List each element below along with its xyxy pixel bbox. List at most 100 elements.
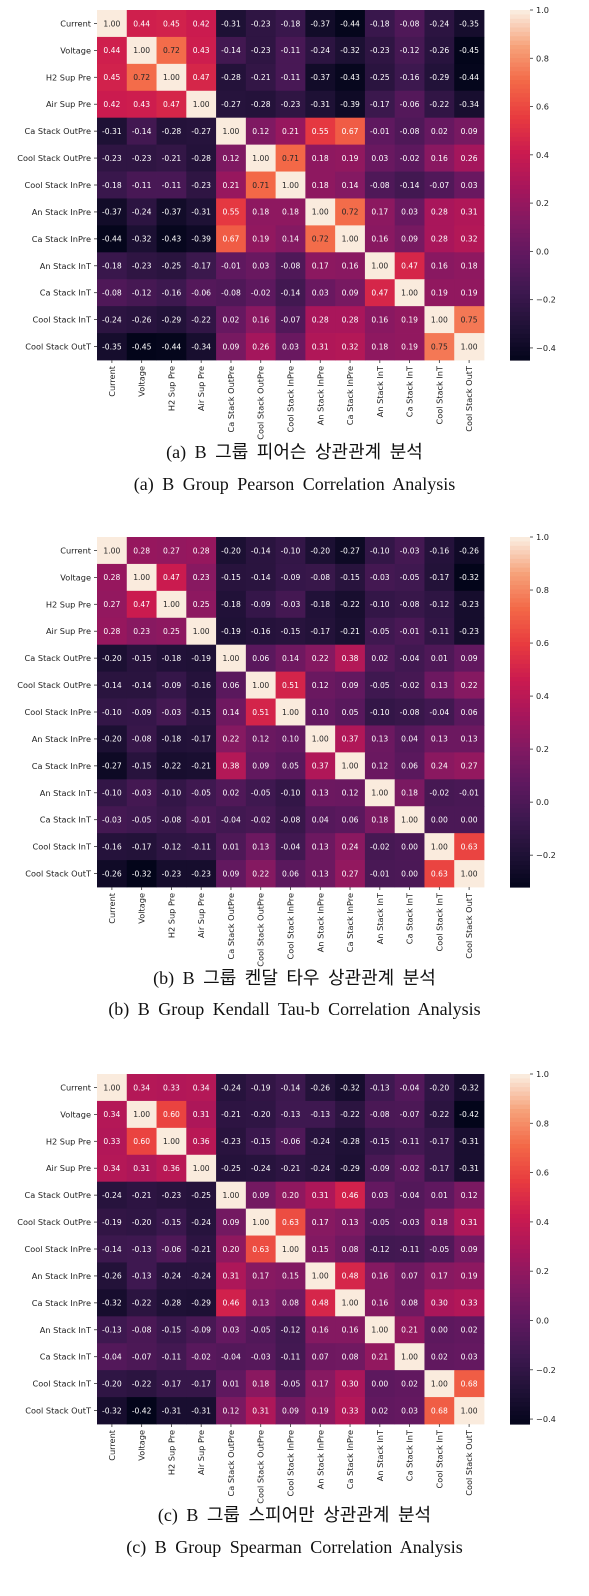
pearson-colorbar-segment [510,36,530,42]
pearson-cell-8-6 [275,225,306,253]
spearman-value-10-10: 1.00 [401,1352,418,1361]
spearman-value-12-9: 0.02 [371,1406,388,1415]
kendall-colorbar-tick-label: 0.0 [536,797,549,807]
kendall-colorbar-segment [510,567,530,573]
spearman-cell-4-4 [216,1181,247,1210]
pearson-value-12-1: -0.45 [132,342,152,351]
pearson-cell-1-8 [335,36,366,65]
kendall-cell-2-11 [424,590,455,619]
spearman-colorbar-segment [510,1240,530,1246]
spearman-value-6-7: 0.15 [312,1245,329,1254]
kendall-cell-7-11 [424,725,455,753]
pearson-cell-2-7 [305,63,336,92]
pearson-value-8-2: -0.43 [162,235,182,244]
spearman-value-4-1: -0.21 [132,1191,152,1200]
spearman-cell-12-12 [454,1397,485,1425]
kendall-cell-12-0 [97,860,128,888]
kendall-value-6-0: -0.10 [102,708,122,717]
kendall-cell-12-10 [394,860,425,888]
pearson-cell-9-8 [335,252,366,280]
pearson-colorbar-segment [510,355,530,361]
pearson-value-9-11: 0.16 [431,262,448,271]
pearson-value-8-10: 0.09 [401,235,418,244]
spearman-cell-0-6 [275,1074,306,1102]
pearson-value-10-3: -0.06 [191,288,211,297]
kendall-cell-5-0 [97,671,128,699]
spearman-cell-8-1 [126,1289,157,1317]
spearman-colorbar-segment [510,1209,530,1215]
pearson-value-10-12: 0.19 [461,288,478,297]
pearson-value-8-6: 0.14 [282,235,299,244]
spearman-value-5-5: 1.00 [252,1218,269,1227]
spearman-cell-7-3 [186,1262,217,1290]
spearman-cell-4-3 [186,1181,217,1210]
spearman-cell-5-8 [335,1208,366,1236]
spearman-cell-3-1 [126,1154,157,1183]
pearson-col-label-ca-stack-inpre: Ca Stack InPre [345,366,355,425]
spearman-cell-3-6 [275,1154,306,1183]
spearman-value-10-7: 0.07 [312,1352,329,1361]
kendall-cell-11-9 [364,833,396,861]
kendall-value-5-4: 0.06 [222,681,239,690]
spearman-colorbar-segment [510,1354,530,1359]
spearman-cell-0-10 [394,1074,425,1102]
kendall-value-3-12: -0.23 [459,627,479,636]
pearson-value-2-0: 0.45 [103,73,120,82]
pearson-colorbar-segment [510,189,530,195]
spearman-colorbar-segment [510,1275,530,1281]
pearson-value-1-6: -0.11 [281,46,301,55]
kendall-colorbar-segment [510,878,530,884]
spearman-colorbar-segment [510,1419,530,1425]
spearman-value-2-10: -0.11 [400,1137,420,1146]
pearson-value-9-6: -0.08 [281,262,301,271]
spearman-colorbar-segment [510,1270,530,1276]
pearson-cell-10-10 [394,279,425,307]
spearman-cell-3-0 [97,1154,128,1183]
pearson-value-9-8: 0.16 [342,262,359,271]
pearson-value-2-4: -0.28 [221,73,241,82]
spearman-cell-7-10 [394,1262,425,1290]
pearson-colorbar-segment [510,250,530,256]
kendall-value-3-4: -0.19 [221,627,241,636]
kendall-value-12-9: -0.01 [370,869,390,878]
spearman-cell-5-3 [186,1208,217,1236]
spearman-colorbar-segment [510,1227,530,1233]
kendall-cell-0-8 [335,537,366,565]
kendall-value-8-11: 0.24 [431,762,448,771]
kendall-value-11-8: 0.24 [342,842,359,851]
kendall-cell-4-0 [97,644,128,673]
kendall-colorbar-segment [510,572,530,577]
kendall-colorbar-segment [510,545,530,551]
spearman-value-0-8: -0.32 [340,1083,360,1092]
spearman-colorbar-segment [510,1301,530,1307]
spearman-value-7-5: 0.17 [252,1272,269,1281]
spearman-cell-12-8 [335,1397,366,1425]
spearman-value-0-7: -0.26 [310,1083,330,1092]
pearson-cell-3-0 [97,90,128,119]
pearson-value-4-10: -0.08 [400,127,420,136]
kendall-value-7-1: -0.08 [132,735,152,744]
pearson-value-12-0: -0.35 [102,342,122,351]
kendall-cell-3-2 [156,617,187,646]
spearman-colorbar-segment [510,1336,530,1342]
kendall-cell-2-12 [454,590,485,619]
pearson-cell-7-2 [156,198,187,226]
spearman-colorbar-segment [510,1183,530,1189]
pearson-value-4-9: -0.01 [370,127,390,136]
kendall-value-5-12: 0.22 [461,681,478,690]
kendall-value-9-11: -0.02 [430,789,450,798]
pearson-value-7-10: 0.03 [401,208,418,217]
spearman-cell-1-0 [97,1100,128,1129]
spearman-colorbar-segment [510,1340,530,1346]
spearman-cell-8-0 [97,1289,128,1317]
kendall-value-1-11: -0.17 [430,573,450,582]
spearman-cell-5-5 [245,1208,277,1236]
spearman-cell-0-5 [245,1074,277,1102]
kendall-cell-5-3 [186,671,217,699]
pearson-cell-12-10 [394,333,425,361]
pearson-cell-9-5 [245,252,277,280]
kendall-value-8-9: 0.12 [371,762,388,771]
kendall-cell-3-5 [245,617,277,646]
kendall-col-label-an-stack-int: An Stack InT [375,892,385,944]
spearman-colorbar-segment [510,1362,530,1368]
